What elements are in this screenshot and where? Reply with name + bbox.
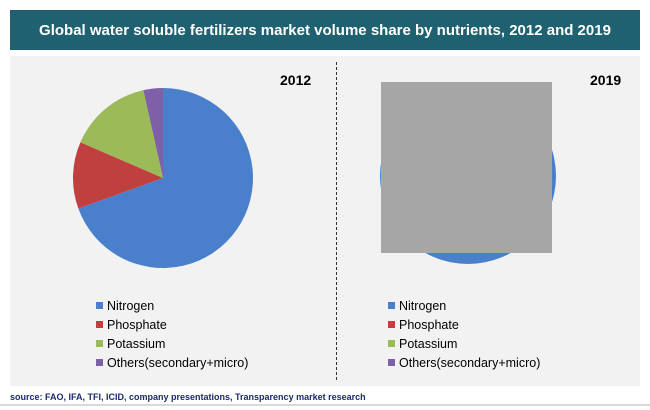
legend-item-nitrogen: Nitrogen xyxy=(388,296,540,315)
legend-2012: Nitrogen Phosphate Potassium Others(seco… xyxy=(96,296,248,372)
legend-label: Nitrogen xyxy=(399,298,447,313)
legend-item-potassium: Potassium xyxy=(388,334,540,353)
legend-swatch-potassium xyxy=(96,340,103,347)
legend-label: Nitrogen xyxy=(107,298,155,313)
legend-swatch-others xyxy=(388,359,395,366)
legend-item-potassium: Potassium xyxy=(96,334,248,353)
legend-item-phosphate: Phosphate xyxy=(96,315,248,334)
legend-label: Potassium xyxy=(399,336,458,351)
pie-slice-potassium xyxy=(80,90,163,178)
legend-item-others: Others(secondary+micro) xyxy=(388,353,540,372)
legend-2019: Nitrogen Phosphate Potassium Others(seco… xyxy=(388,296,540,372)
legend-label: Others(secondary+micro) xyxy=(107,355,249,370)
legend-item-phosphate: Phosphate xyxy=(388,315,540,334)
year-label-2012: 2012 xyxy=(280,72,312,88)
legend-swatch-potassium xyxy=(388,340,395,347)
legend-swatch-others xyxy=(96,359,103,366)
legend-item-others: Others(secondary+micro) xyxy=(96,353,248,372)
pie-slice-nitrogen xyxy=(78,88,253,268)
legend-label: Phosphate xyxy=(399,317,459,332)
legend-swatch-phosphate xyxy=(96,321,103,328)
divider xyxy=(336,62,337,380)
legend-label: Others(secondary+micro) xyxy=(399,355,541,370)
legend-item-nitrogen: Nitrogen xyxy=(96,296,248,315)
legend-swatch-nitrogen xyxy=(388,302,395,309)
legend-label: Potassium xyxy=(107,336,166,351)
legend-swatch-nitrogen xyxy=(96,302,103,309)
chart-title: Global water soluble fertilizers market … xyxy=(10,10,640,50)
pie-slice-others xyxy=(143,88,163,178)
pie-slice-phosphate xyxy=(73,142,163,209)
source-note: source: FAO, IFA, TFI, ICID, company pre… xyxy=(10,392,366,402)
chart-panel: 2012 2019 Nitrogen Phosphate Potassium O… xyxy=(10,56,640,386)
legend-label: Phosphate xyxy=(107,317,167,332)
gray-placeholder-box xyxy=(381,82,552,253)
legend-swatch-phosphate xyxy=(388,321,395,328)
year-label-2019: 2019 xyxy=(590,72,622,88)
pie-2012 xyxy=(73,88,253,268)
bottom-rule xyxy=(0,404,650,406)
